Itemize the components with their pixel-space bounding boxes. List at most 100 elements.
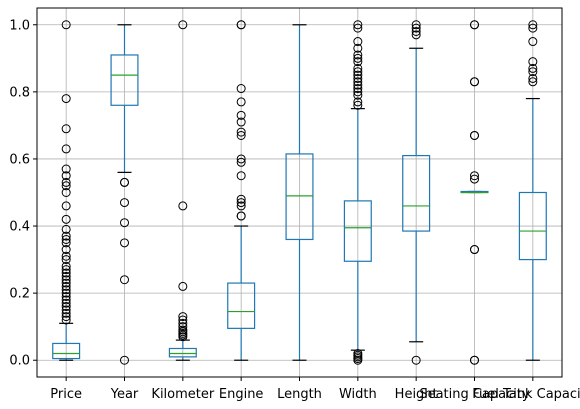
flier-point: [61, 281, 71, 291]
x-tick-label: Kilometer: [151, 387, 214, 402]
flier-point: [353, 355, 363, 365]
flier-point: [470, 77, 479, 87]
flier-point: [236, 97, 246, 107]
flier-point: [470, 130, 479, 140]
flier-point: [528, 77, 538, 87]
flier-point: [411, 30, 421, 40]
flier-point: [61, 251, 71, 261]
flier-point: [61, 308, 71, 318]
flier-point: [61, 245, 71, 255]
flier-point: [236, 20, 246, 30]
flier-point: [61, 171, 71, 181]
flier-point: [236, 198, 246, 208]
box-iqr: [285, 153, 314, 241]
box-group-7: [460, 20, 489, 365]
flier-point: [120, 355, 129, 365]
flier-point: [61, 285, 71, 295]
box-group-5: [343, 20, 372, 365]
box-group-0: [52, 20, 81, 361]
flier-point: [411, 23, 421, 33]
flier-point: [178, 201, 188, 211]
flier-point: [236, 127, 246, 137]
flier-point: [236, 84, 246, 94]
flier-point: [61, 312, 71, 322]
flier-point: [61, 255, 71, 265]
flier-point: [61, 305, 71, 315]
flier-point: [353, 67, 363, 77]
x-tick-label: Price: [50, 387, 82, 402]
flier-point: [353, 97, 363, 107]
flier-point: [61, 271, 71, 281]
flier-point: [61, 315, 71, 325]
flier-point: [411, 26, 421, 36]
flier-point: [353, 43, 363, 53]
flier-point: [470, 171, 479, 181]
flier-point: [61, 295, 71, 305]
box-iqr: [402, 155, 431, 232]
flier-point: [528, 37, 538, 47]
y-tick-label: 0.6: [9, 152, 30, 167]
flier-point: [528, 67, 538, 77]
box-iqr: [343, 200, 372, 262]
box-iqr: [227, 282, 256, 329]
x-tick-label: Year: [110, 387, 139, 402]
flier-point: [178, 332, 188, 342]
flier-point: [61, 20, 71, 30]
flier-point: [120, 198, 129, 208]
flier-point: [353, 63, 363, 73]
box-group-8: [518, 20, 547, 361]
flier-point: [61, 268, 71, 278]
flier-point: [236, 117, 246, 127]
flier-point: [528, 73, 538, 83]
flier-point: [528, 20, 538, 30]
x-tick-label: Height: [395, 387, 438, 402]
flier-point: [61, 177, 71, 187]
flier-point: [61, 231, 71, 241]
flier-point: [61, 298, 71, 308]
axes: [33, 7, 563, 381]
boxes: [52, 20, 547, 365]
flier-point: [61, 275, 71, 285]
flier-point: [61, 288, 71, 298]
flier-point: [61, 278, 71, 288]
flier-point: [236, 201, 246, 211]
flier-point: [353, 84, 363, 94]
flier-point: [470, 174, 479, 184]
box-group-2: [168, 20, 197, 361]
flier-point: [411, 355, 421, 365]
flier-point: [61, 238, 71, 248]
box-group-1: [110, 24, 139, 365]
flier-point: [353, 100, 363, 110]
flier-point: [236, 154, 246, 164]
flier-point: [353, 87, 363, 97]
flier-point: [236, 110, 246, 120]
flier-point: [61, 214, 71, 224]
flier-point: [353, 23, 363, 33]
flier-point: [353, 90, 363, 100]
flier-point: [353, 80, 363, 90]
flier-point: [236, 171, 246, 181]
flier-point: [470, 20, 479, 30]
flier-point: [353, 20, 363, 30]
flier-point: [61, 144, 71, 154]
flier-point: [120, 238, 129, 248]
flier-point: [178, 281, 188, 291]
flier-point: [61, 302, 71, 312]
y-tick-label: 0.0: [9, 354, 30, 369]
flier-point: [61, 181, 71, 191]
flier-point: [61, 234, 71, 244]
x-tick-label: Width: [339, 387, 377, 402]
flier-point: [61, 94, 71, 104]
y-tick-label: 0.8: [9, 85, 30, 100]
flier-point: [120, 218, 129, 228]
flier-point: [353, 70, 363, 80]
box-iqr: [52, 342, 81, 360]
flier-point: [61, 261, 71, 271]
flier-point: [61, 164, 71, 174]
flier-point: [120, 275, 129, 285]
flier-point: [61, 124, 71, 134]
y-tick-label: 1.0: [9, 18, 30, 33]
box-group-3: [227, 20, 256, 361]
x-tick-label: Fuel Tank Capacity: [472, 387, 580, 402]
flier-point: [353, 57, 363, 67]
